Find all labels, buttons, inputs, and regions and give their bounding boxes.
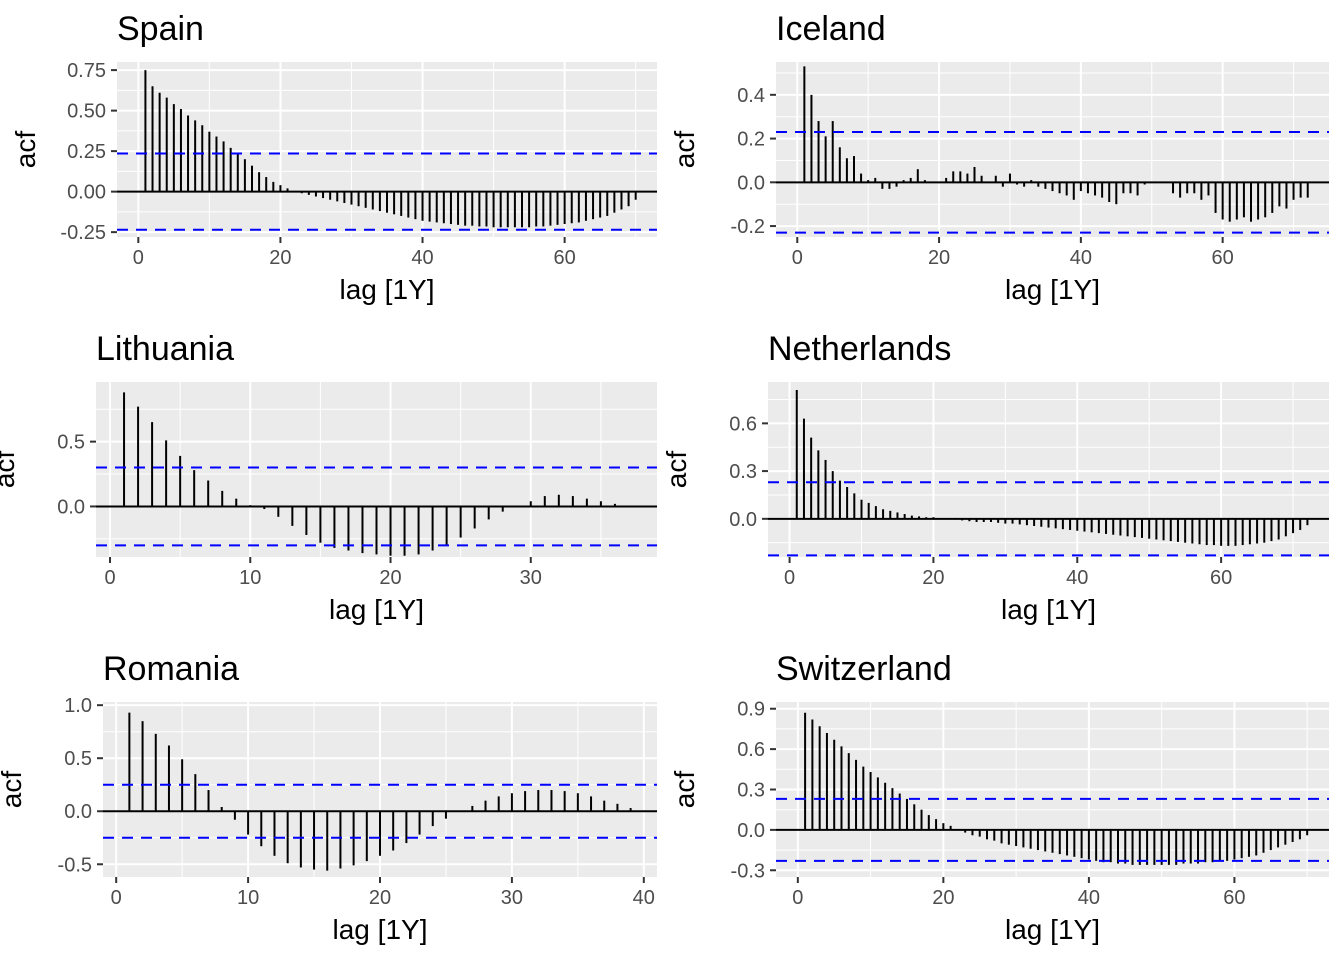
romania-panel: -0.5 0.0 0.5 1.0 0 10 20 30 40 Romania lag [1Y] acf — [0, 650, 657, 945]
x-axis-title: lag [1Y] — [340, 274, 435, 305]
y-tick-label: -0.3 — [731, 860, 765, 882]
x-tick-label: 60 — [1210, 567, 1232, 589]
x-tick-label: 40 — [411, 247, 433, 269]
x-tick-label: 0 — [104, 567, 115, 589]
y-tick-label: 0.75 — [67, 60, 106, 82]
y-tick-label: 0.5 — [64, 748, 92, 770]
x-tick-label: 60 — [1223, 887, 1245, 909]
y-tick-label: 0.3 — [737, 780, 765, 802]
plot-background — [768, 382, 1329, 557]
y-tick-label: 0.0 — [57, 496, 85, 518]
y-tick-label: 0.00 — [67, 182, 106, 204]
x-tick-label: 60 — [1212, 247, 1234, 269]
x-tick-label: 0 — [792, 887, 803, 909]
panel-title: Iceland — [776, 10, 886, 48]
x-tick-label: 10 — [237, 887, 259, 909]
x-tick-label: 20 — [379, 567, 401, 589]
switzerland-panel: -0.3 0.0 0.3 0.6 0.9 0 20 40 60 Switzerland lag [1… — [669, 650, 1329, 945]
y-axis-title: acf — [10, 131, 41, 169]
y-tick-label: 0.0 — [729, 509, 757, 531]
x-tick-label: 40 — [1070, 247, 1092, 269]
x-tick-label: 0 — [792, 247, 803, 269]
y-tick-label: 0.5 — [57, 432, 85, 454]
x-axis-title: lag [1Y] — [1005, 914, 1100, 945]
x-tick-label: 40 — [1066, 567, 1088, 589]
panel-title: Spain — [117, 10, 204, 48]
spain-panel: -0.25 0.00 0.25 0.50 0.75 0 20 40 60 Spain lag [1Y… — [10, 10, 657, 305]
x-tick-label: 20 — [928, 247, 950, 269]
x-tick-label: 30 — [501, 887, 523, 909]
x-tick-label: 10 — [239, 567, 261, 589]
panel-title: Switzerland — [776, 650, 952, 688]
y-tick-label: 0.3 — [729, 461, 757, 483]
panel-title: Netherlands — [768, 330, 951, 368]
x-tick-label: 20 — [922, 567, 944, 589]
y-axis-title: acf — [661, 451, 692, 489]
y-tick-label: 1.0 — [64, 695, 92, 717]
x-tick-label: 0 — [133, 247, 144, 269]
x-tick-label: 40 — [633, 887, 655, 909]
x-tick-label: 20 — [369, 887, 391, 909]
plot-background — [776, 62, 1329, 237]
y-tick-label: 0.50 — [67, 101, 106, 123]
x-axis-title: lag [1Y] — [1005, 274, 1100, 305]
y-tick-label: 0.9 — [737, 699, 765, 721]
y-tick-label: -0.25 — [60, 222, 106, 244]
y-tick-label: 0.25 — [67, 141, 106, 163]
x-tick-label: 20 — [932, 887, 954, 909]
y-tick-label: 0.0 — [737, 820, 765, 842]
x-axis-title: lag [1Y] — [1001, 594, 1096, 625]
x-axis-title: lag [1Y] — [333, 914, 428, 945]
y-tick-label: 0.4 — [737, 85, 765, 107]
y-axis-title: acf — [0, 451, 20, 489]
netherlands-panel: 0.0 0.3 0.6 0 20 40 60 Netherlands lag [1Y] acf — [661, 330, 1329, 625]
x-tick-label: 0 — [111, 887, 122, 909]
y-tick-label: 0.0 — [737, 172, 765, 194]
y-tick-label: -0.2 — [731, 216, 765, 238]
x-tick-label: 20 — [269, 247, 291, 269]
iceland-panel: -0.2 0.0 0.2 0.4 0 20 40 60 Iceland lag [1Y] acf — [669, 10, 1329, 305]
x-tick-label: 0 — [784, 567, 795, 589]
lithuania-panel: 0.0 0.5 0 10 20 30 Lithuania lag [1Y] acf — [0, 330, 657, 625]
y-tick-label: 0.0 — [64, 801, 92, 823]
x-axis-title: lag [1Y] — [329, 594, 424, 625]
y-tick-label: 0.6 — [729, 413, 757, 435]
y-tick-label: 0.2 — [737, 129, 765, 151]
y-axis-title: acf — [0, 771, 27, 809]
y-tick-label: -0.5 — [58, 854, 92, 876]
x-tick-label: 60 — [554, 247, 576, 269]
x-tick-label: 30 — [520, 567, 542, 589]
y-axis-title: acf — [669, 131, 700, 169]
x-tick-label: 40 — [1078, 887, 1100, 909]
panel-title: Romania — [103, 650, 239, 688]
y-tick-label: 0.6 — [737, 739, 765, 761]
panel-title: Lithuania — [96, 330, 234, 368]
y-axis-title: acf — [669, 771, 700, 809]
